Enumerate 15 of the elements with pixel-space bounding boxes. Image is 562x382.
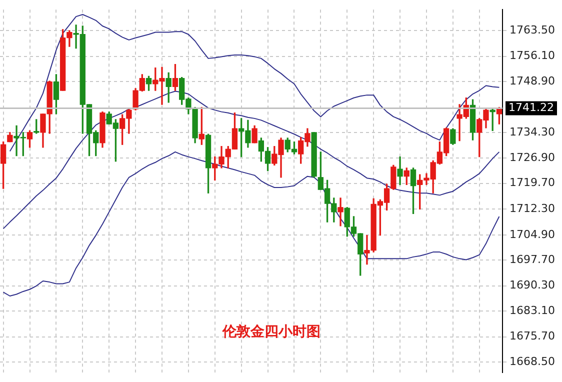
- y-tick-label: 1756.10: [510, 49, 556, 62]
- y-tick-label: 1704.90: [510, 228, 556, 241]
- text: 伦敦金四小时图: [221, 323, 320, 340]
- y-tick-label: 1690.30: [510, 278, 556, 292]
- y-tick-label: 1675.70: [510, 330, 556, 343]
- y-tick-label: 1668.50: [510, 354, 556, 368]
- y-tick-label: 1697.70: [510, 252, 556, 266]
- y-tick-label: 1683.10: [510, 304, 556, 317]
- y-tick-label: 1748.90: [510, 74, 556, 88]
- y-tick-label: 1734.30: [510, 125, 556, 138]
- y-tick-label: 1712.30: [510, 202, 556, 215]
- y-tick-label: 1763.50: [510, 23, 556, 36]
- y-tick-label: 1726.90: [510, 151, 556, 164]
- ref-line-label: 1741.22: [508, 101, 554, 114]
- y-tick-label: 1719.70: [510, 176, 556, 190]
